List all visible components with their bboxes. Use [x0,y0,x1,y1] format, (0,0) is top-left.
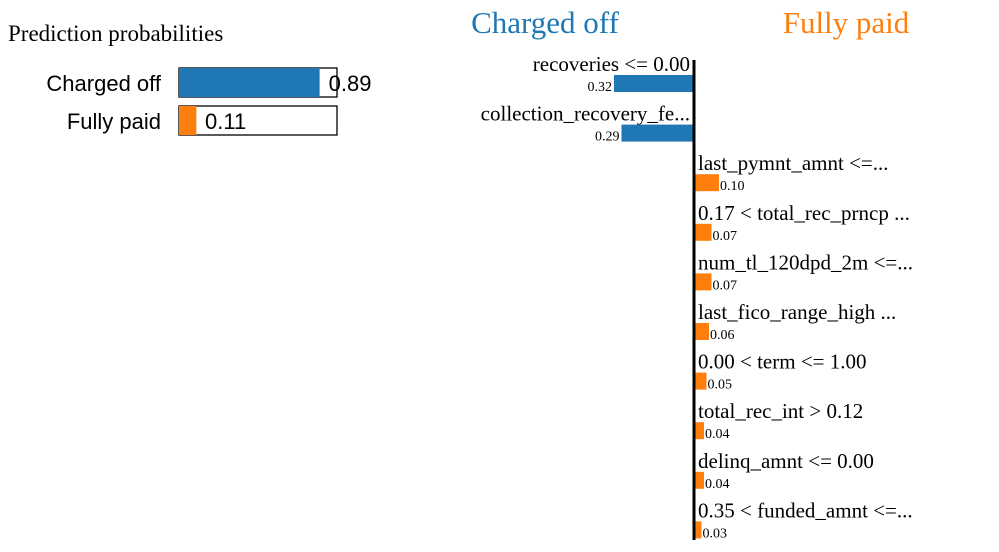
prediction-probabilities-title: Prediction probabilities [8,21,223,46]
feature-label: delinq_amnt <= 0.00 [698,449,874,473]
feature-bar [614,75,694,92]
feature-row: 0.00 < term <= 1.00 0.05 [694,350,867,393]
feature-label: recoveries <= 0.00 [533,52,690,76]
feature-value-label: 0.06 [710,328,735,343]
feature-label: 0.35 < funded_amnt <=... [698,498,913,522]
feature-bar [621,124,694,142]
feature-value-label: 0.29 [595,130,620,145]
feature-bar [694,323,709,340]
feature-row: 0.35 < funded_amnt <=... 0.03 [694,498,913,541]
feature-row: last_fico_range_high ... 0.06 [694,300,896,343]
feature-bar [694,174,719,192]
feature-value-label: 0.03 [703,526,728,541]
feature-row: total_rec_int > 0.12 0.04 [694,399,863,442]
feature-label: 0.00 < term <= 1.00 [698,350,867,374]
probability-bar-fill [179,68,320,97]
feature-contributions-panel: Charged off Fully paid recoveries <= 0.0… [471,5,913,541]
feature-bar [694,422,704,440]
probability-bars: Charged off 0.89 Fully paid 0.11 [46,67,372,136]
feature-bars: recoveries <= 0.00 0.32 collection_recover… [481,52,913,541]
probability-bar-fill [179,106,197,135]
feature-row: delinq_amnt <= 0.00 0.04 [694,449,874,492]
feature-bar [694,521,702,539]
feature-bar [694,223,712,241]
probability-bar-frame [178,105,338,136]
class-name-label: Fully paid [67,109,161,134]
feature-value-label: 0.05 [708,378,733,393]
feature-label: last_fico_range_high ... [698,300,896,324]
feature-value-label: 0.04 [705,427,730,442]
feature-label: 0.17 < total_rec_prncp ... [698,201,910,225]
probability-row: Fully paid 0.11 [67,105,338,136]
feature-value-label: 0.04 [705,477,730,492]
probability-row: Charged off 0.89 [46,67,372,98]
feature-bar [694,273,712,291]
feature-value-label: 0.07 [713,229,738,244]
class-name-label: Charged off [46,71,161,96]
feature-label: num_tl_120dpd_2m <=... [698,250,913,274]
prediction-probabilities-panel: Prediction probabilities Charged off 0.89… [8,21,372,136]
feature-label: collection_recovery_fe... [481,102,690,126]
feature-bar [694,471,704,489]
feature-value-label: 0.10 [720,179,745,194]
probability-value-label: 0.89 [329,71,372,96]
feature-row: recoveries <= 0.00 0.32 [533,52,694,95]
probability-value-label: 0.11 [205,109,246,134]
negative-class-header: Charged off [471,5,619,40]
feature-row: collection_recovery_fe... 0.29 [481,102,694,145]
feature-value-label: 0.32 [588,80,613,95]
positive-class-header: Fully paid [783,5,910,40]
feature-row: last_pymnt_amnt <=... 0.10 [694,151,889,194]
feature-value-label: 0.07 [713,278,738,293]
feature-row: 0.17 < total_rec_prncp ... 0.07 [694,201,910,244]
feature-bar [694,372,707,390]
feature-label: last_pymnt_amnt <=... [698,151,889,175]
feature-row: num_tl_120dpd_2m <=... 0.07 [694,250,913,293]
feature-label: total_rec_int > 0.12 [698,399,863,423]
